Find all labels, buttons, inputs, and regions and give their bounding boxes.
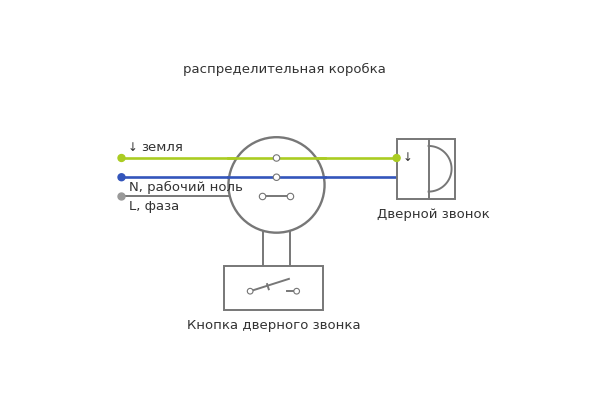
Circle shape [295, 290, 298, 293]
Circle shape [289, 195, 292, 198]
Circle shape [287, 194, 293, 200]
Text: Кнопка дверного звонка: Кнопка дверного звонка [187, 319, 360, 332]
Text: ↓: ↓ [127, 142, 137, 154]
Circle shape [275, 175, 278, 179]
Circle shape [247, 288, 253, 294]
Bar [397, 139, 455, 199]
Circle shape [118, 174, 125, 181]
Text: ↓: ↓ [403, 151, 412, 164]
Circle shape [393, 154, 400, 162]
Circle shape [274, 155, 280, 161]
Circle shape [294, 288, 299, 294]
Bar [224, 266, 323, 310]
Text: земля: земля [142, 142, 184, 154]
Circle shape [248, 290, 252, 293]
Circle shape [229, 137, 325, 233]
Circle shape [274, 174, 280, 180]
Text: N, рабочий ноль: N, рабочий ноль [129, 181, 243, 194]
Circle shape [118, 193, 125, 200]
Text: Дверной звонок: Дверной звонок [377, 208, 490, 221]
Circle shape [275, 156, 278, 160]
Circle shape [260, 195, 265, 198]
Circle shape [259, 194, 266, 200]
Text: распределительная коробка: распределительная коробка [183, 63, 386, 76]
Text: L, фаза: L, фаза [129, 200, 179, 213]
Circle shape [118, 154, 125, 162]
